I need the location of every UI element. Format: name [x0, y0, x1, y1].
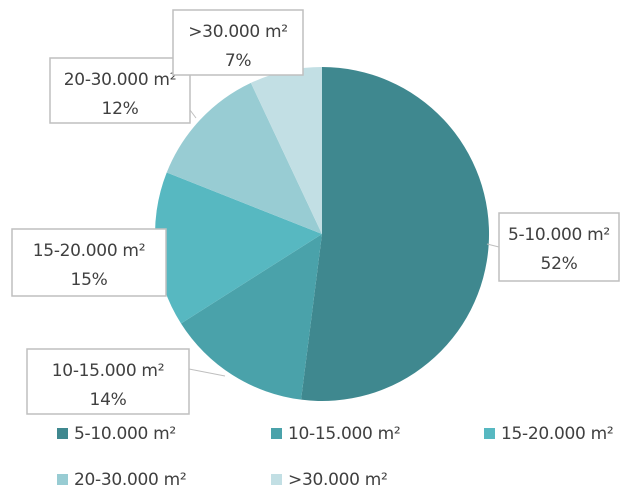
- data-label-percent: 7%: [225, 51, 252, 71]
- legend-item: 5-10.000 m²: [57, 424, 176, 444]
- data-label: 20-30.000 m² 12%: [49, 57, 191, 124]
- legend-swatch: [271, 474, 282, 485]
- data-label-category: 5-10.000 m²: [508, 225, 610, 245]
- legend-label: >30.000 m²: [288, 470, 388, 490]
- legend-swatch: [484, 428, 495, 439]
- data-label-box: [26, 348, 190, 415]
- leader-line: [188, 368, 226, 377]
- legend-item: 20-30.000 m²: [57, 470, 187, 490]
- data-label-percent: 15%: [71, 270, 108, 290]
- legend-item: 10-15.000 m²: [271, 424, 401, 444]
- pie-slice-15-20-000-m: [155, 172, 322, 324]
- pie-slice-5-10-000-m: [301, 67, 490, 401]
- data-label-category: 20-30.000 m²: [64, 70, 176, 90]
- legend-label: 5-10.000 m²: [74, 424, 176, 444]
- data-label: 10-15.000 m² 14%: [26, 348, 190, 415]
- data-label-box: [172, 9, 304, 76]
- data-label-percent: 52%: [541, 254, 578, 274]
- data-label-percent: 14%: [90, 390, 127, 410]
- data-label: 5-10.000 m² 52%: [498, 212, 620, 282]
- pie-slice-10-15-000-m: [181, 234, 322, 400]
- data-label: >30.000 m² 7%: [172, 9, 304, 76]
- leader-line: [486, 243, 500, 248]
- data-label-box: [49, 57, 191, 124]
- legend-label: 20-30.000 m²: [74, 470, 186, 490]
- legend-swatch: [57, 474, 68, 485]
- pie-slice-20-30-000-m: [166, 82, 322, 234]
- data-label-box: [11, 228, 167, 297]
- legend-swatch: [271, 428, 282, 439]
- pie-slice-30-000-m: [250, 67, 322, 234]
- data-label: 15-20.000 m² 15%: [11, 228, 167, 297]
- data-label-category: 10-15.000 m²: [52, 361, 164, 381]
- legend: 5-10.000 m² 10-15.000 m² 15-20.000 m² 20-30…: [57, 424, 614, 490]
- legend-label: 10-15.000 m²: [288, 424, 400, 444]
- data-label-box: [498, 212, 620, 282]
- data-label-percent: 12%: [102, 99, 139, 119]
- pie-slices: [155, 67, 490, 401]
- legend-item: 15-20.000 m²: [484, 424, 614, 444]
- data-label-category: >30.000 m²: [188, 22, 288, 42]
- data-label-category: 15-20.000 m²: [33, 241, 145, 261]
- legend-item: >30.000 m²: [271, 470, 388, 490]
- legend-swatch: [57, 428, 68, 439]
- legend-label: 15-20.000 m²: [501, 424, 613, 444]
- data-labels: 5-10.000 m² 52% 10-15.000 m² 14% 15-20.000 m…: [11, 9, 620, 415]
- leader-line: [189, 109, 197, 119]
